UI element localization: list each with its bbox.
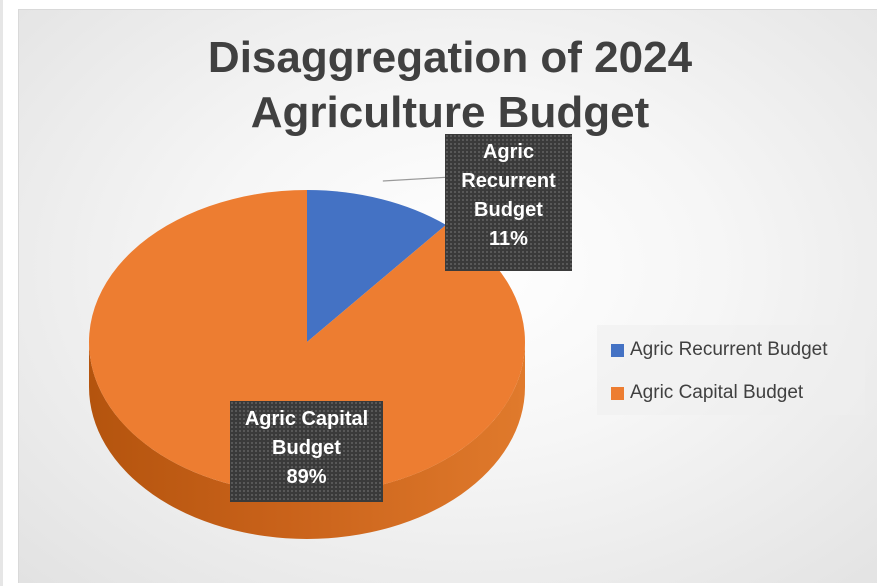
legend-label-recurrent: Agric Recurrent Budget (630, 339, 828, 361)
data-label-recurrent-line-3: Budget (451, 196, 566, 225)
legend-swatch-capital (611, 387, 624, 400)
legend-swatch-recurrent (611, 344, 624, 357)
data-label-capital-line-1: Agric Capital (236, 405, 377, 434)
data-label-capital: Agric Capital Budget 89% (230, 401, 383, 502)
leader-line-recurrent (383, 177, 451, 190)
data-label-recurrent-line-1: Agric (451, 138, 566, 167)
legend-label-capital: Agric Capital Budget (630, 382, 803, 404)
data-label-recurrent: Agric Recurrent Budget 11% (445, 134, 572, 271)
legend-item-capital: Agric Capital Budget (611, 381, 803, 405)
legend-item-recurrent: Agric Recurrent Budget (611, 338, 828, 362)
data-label-capital-line-2: Budget (236, 434, 377, 463)
data-label-capital-value: 89% (236, 463, 377, 492)
legend: Agric Recurrent Budget Agric Capital Bud… (597, 325, 865, 415)
data-label-recurrent-line-2: Recurrent (451, 167, 566, 196)
data-label-recurrent-value: 11% (451, 225, 566, 254)
